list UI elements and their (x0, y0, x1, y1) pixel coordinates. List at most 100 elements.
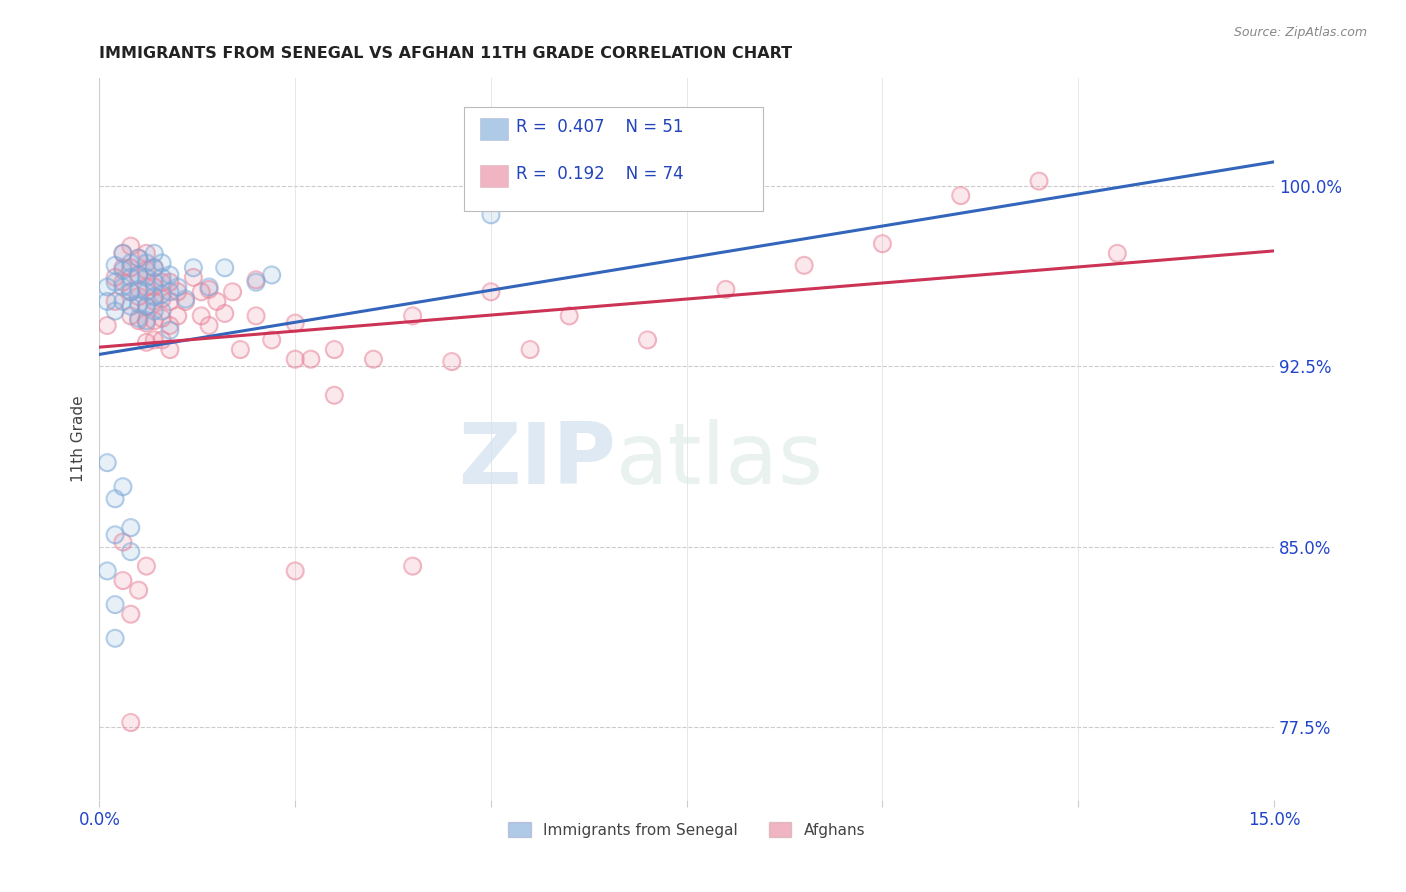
Point (479, 285, 502, 299)
Point (128, 311, 150, 326)
Point (150, 311, 173, 326)
Point (128, 251, 150, 265)
Point (104, 275, 127, 289)
Point (150, 292, 173, 306)
Point (299, 352, 322, 367)
Point (260, 268, 283, 282)
Point (104, 294, 127, 309)
Point (150, 270, 173, 285)
Point (198, 318, 221, 333)
Point (793, 258, 815, 272)
Point (120, 607, 142, 622)
Text: IMMIGRANTS FROM SENEGAL VS AFGHAN 11TH GRADE CORRELATION CHART: IMMIGRANTS FROM SENEGAL VS AFGHAN 11TH G… (100, 46, 793, 62)
Point (150, 275, 173, 289)
Point (111, 260, 134, 275)
Point (111, 294, 134, 309)
Point (143, 314, 166, 328)
Point (111, 480, 134, 494)
Point (479, 285, 502, 299)
Point (150, 270, 173, 285)
Point (135, 285, 157, 299)
Point (363, 352, 385, 367)
Point (143, 260, 166, 275)
Point (135, 280, 157, 294)
Point (260, 333, 283, 347)
Point (135, 314, 157, 328)
Point (245, 273, 267, 287)
Point (214, 306, 236, 320)
Point (143, 275, 166, 289)
Point (198, 318, 221, 333)
Point (104, 598, 127, 612)
Point (128, 268, 150, 282)
Point (128, 251, 150, 265)
Point (120, 285, 142, 299)
Point (150, 333, 173, 347)
Point (143, 304, 166, 318)
Point (150, 256, 173, 270)
Point (96, 564, 118, 578)
Point (128, 583, 150, 598)
Point (128, 297, 150, 311)
Point (323, 388, 346, 402)
Point (135, 270, 157, 285)
Point (104, 491, 127, 506)
Point (96, 294, 118, 309)
Point (104, 258, 127, 272)
Point (143, 304, 166, 318)
Point (120, 520, 142, 534)
Point (637, 333, 659, 347)
Point (221, 285, 243, 299)
Point (150, 287, 173, 301)
Point (159, 275, 181, 289)
Point (440, 354, 463, 368)
Point (143, 260, 166, 275)
Point (143, 294, 166, 309)
Point (120, 544, 142, 558)
Point (96, 280, 118, 294)
Point (120, 715, 142, 730)
Point (284, 564, 307, 578)
Point (363, 352, 385, 367)
FancyBboxPatch shape (479, 165, 508, 186)
Point (104, 632, 127, 646)
Point (111, 275, 134, 289)
Point (143, 275, 166, 289)
Point (190, 309, 212, 323)
Point (150, 304, 173, 318)
Point (793, 258, 815, 272)
Point (159, 318, 181, 333)
Point (135, 314, 157, 328)
Point (143, 333, 166, 347)
Point (174, 292, 197, 306)
Text: Source: ZipAtlas.com: Source: ZipAtlas.com (1233, 26, 1367, 39)
Point (96, 318, 118, 333)
Point (159, 323, 181, 337)
Point (120, 520, 142, 534)
Point (198, 280, 221, 294)
Point (143, 294, 166, 309)
Point (104, 304, 127, 318)
Point (183, 260, 205, 275)
Point (96, 318, 118, 333)
Point (174, 292, 197, 306)
Point (111, 263, 134, 277)
Point (111, 480, 134, 494)
Point (1107, 246, 1129, 260)
Point (96, 294, 118, 309)
Point (143, 260, 166, 275)
Point (190, 309, 212, 323)
Point (284, 352, 307, 367)
Point (205, 294, 228, 309)
Point (135, 263, 157, 277)
Point (214, 260, 236, 275)
Point (135, 285, 157, 299)
Point (111, 246, 134, 260)
Point (96, 280, 118, 294)
Point (135, 559, 157, 574)
Point (183, 270, 205, 285)
Point (872, 236, 894, 251)
Point (159, 285, 181, 299)
Point (104, 270, 127, 285)
Point (245, 273, 267, 287)
